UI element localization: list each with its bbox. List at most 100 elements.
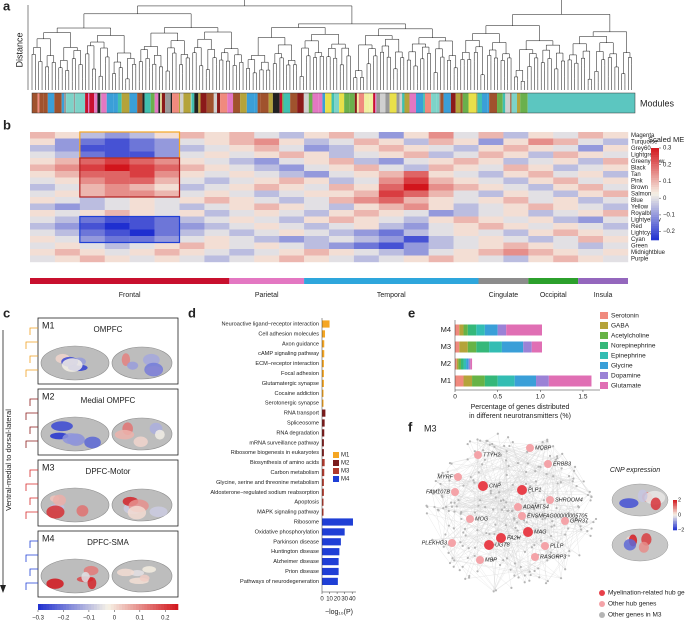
y-tick-label: Glycine, serine and threonine metabolism [216, 480, 319, 486]
colorbar-step [651, 175, 659, 179]
heatmap-cell [453, 190, 479, 198]
legend-label: Epinephrine [611, 353, 646, 360]
heatmap-cell [79, 145, 105, 152]
row-label: Blue [631, 198, 644, 204]
dendro-link [266, 69, 271, 78]
heatmap-cell [104, 138, 130, 146]
dendro-link [152, 63, 157, 72]
dendro-link [346, 55, 351, 84]
brain-patch [46, 578, 64, 589]
brain-patch [638, 541, 649, 553]
heatmap-cell [54, 210, 81, 217]
dendro-link [170, 40, 185, 55]
module-stripe [376, 93, 381, 113]
network-node [439, 482, 442, 486]
heatmap-cell [104, 216, 130, 224]
bar-segment [466, 358, 469, 370]
module-stripe [217, 93, 221, 113]
network-node [494, 589, 498, 592]
hub-gene [466, 515, 474, 523]
heatmap-cell [329, 184, 355, 191]
network-node [504, 524, 508, 527]
dendro-link [473, 52, 478, 81]
module-stripe [440, 93, 444, 113]
dendro-link [333, 57, 338, 77]
network-node [535, 515, 538, 518]
panel-letter: f [408, 419, 413, 434]
network-edge [461, 518, 539, 569]
heatmap-cell [503, 138, 529, 146]
heatmap-cell [428, 229, 454, 237]
network-edge [435, 480, 558, 484]
heatmap-cell [578, 197, 604, 204]
module-stripe [100, 93, 102, 113]
legend-marker [599, 601, 605, 607]
network-edge [486, 527, 516, 534]
network-node [461, 565, 464, 568]
heatmap-cell [403, 184, 429, 191]
heatmap-cell [304, 158, 330, 165]
heatmap-cell [129, 145, 155, 152]
heatmap-cell [329, 210, 355, 217]
y-tick-label: Ribosome [294, 519, 319, 525]
network-edge [497, 433, 513, 511]
network-node [498, 481, 502, 484]
network-node [462, 484, 465, 487]
bar-segment [476, 341, 490, 353]
network-edge [474, 442, 543, 548]
network-node [541, 518, 544, 521]
heatmap-cell [54, 242, 81, 250]
colorbar-step [164, 604, 168, 610]
dendro-link [288, 60, 296, 65]
module-stripe [170, 93, 173, 113]
network-node [478, 499, 482, 502]
heatmap-cell [553, 242, 579, 250]
heatmap-cell [154, 158, 180, 165]
heatmap-cell [478, 203, 504, 211]
module-stripe [497, 93, 503, 113]
module-stripe [436, 93, 440, 113]
network-edge [493, 455, 502, 592]
heatmap-cell [528, 177, 554, 185]
module-stripe [78, 93, 86, 113]
colorbar-step [651, 182, 659, 186]
network-node [467, 547, 470, 550]
network-edge [494, 446, 592, 498]
colorbar-step [152, 604, 156, 610]
network-node [505, 501, 508, 504]
module-stripe [172, 93, 179, 113]
hub-gene [476, 556, 484, 564]
network-node [505, 450, 508, 453]
y-tick-label: Parkinson disease [273, 539, 319, 545]
row-label: Cyan [631, 237, 645, 243]
network-node [503, 444, 506, 448]
bar [322, 439, 324, 447]
legend-label: Dopamine [611, 373, 641, 380]
row-label: Pink [631, 178, 644, 184]
heatmap-cell [129, 132, 155, 139]
module-title: Medial OMPFC [81, 396, 136, 405]
dendro-link [569, 54, 577, 64]
network-node [513, 562, 517, 565]
module-stripe [129, 93, 138, 113]
network-edge [495, 497, 512, 588]
dendro-link [599, 42, 614, 54]
network-node [460, 517, 463, 521]
dendro-link [78, 64, 83, 79]
heatmap-cell [179, 158, 205, 165]
module-stripe [423, 93, 425, 113]
panel-letter: a [3, 0, 11, 13]
heatmap-cell [204, 184, 230, 191]
heatmap-cell [279, 242, 305, 250]
heatmap-cell [229, 203, 255, 211]
heatmap-cell [179, 197, 205, 204]
network-node [549, 551, 553, 554]
heatmap-cell [378, 177, 404, 185]
hub-gene [544, 460, 552, 468]
row-label: Midnightblue [631, 250, 666, 256]
module-stripe [178, 93, 181, 113]
network-edge [431, 463, 452, 491]
module-stripe [527, 93, 635, 113]
heatmap-cell [79, 171, 105, 178]
